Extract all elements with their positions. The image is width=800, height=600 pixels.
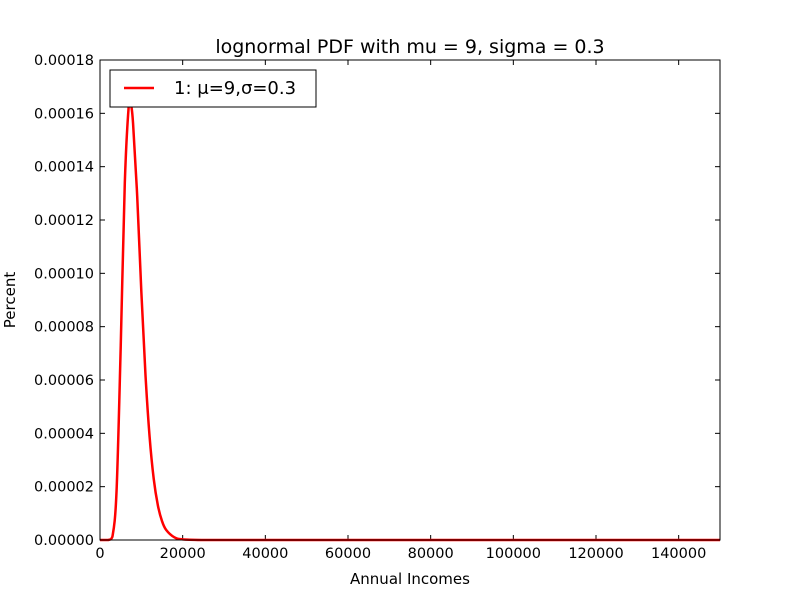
y-tick-label: 0.00006 [34,373,94,389]
y-axis-ticks: 0.00000 0.00002 0.00004 0.00006 0.00008 0.000… [34,53,720,549]
y-tick-label: 0.00008 [34,320,94,336]
x-tick-label: 80000 [408,546,454,562]
x-tick-label: 100000 [486,546,541,562]
x-tick-label: 120000 [568,546,623,562]
x-tick-label: 140000 [651,546,706,562]
x-tick-label: 60000 [325,546,371,562]
y-axis-title: Percent [1,272,19,329]
x-tick-label: 0 [95,546,104,562]
x-axis-ticks: 0 20000 40000 60000 80000 100000 120000 140000 [95,60,706,562]
series-layer [99,96,720,542]
y-tick-label: 0.00000 [34,533,94,549]
legend-label: 1: μ=9,σ=0.3 [174,78,296,99]
y-tick-label: 0.00010 [34,266,94,282]
y-tick-label: 0.00012 [34,213,94,229]
y-tick-label: 0.00002 [34,480,94,496]
y-tick-label: 0.00004 [34,426,94,442]
y-tick-label: 0.00018 [34,53,94,69]
x-tick-label: 20000 [160,546,206,562]
y-tick-label: 0.00014 [34,160,94,176]
legend: 1: μ=9,σ=0.3 [109,69,317,108]
chart-title: lognormal PDF with mu = 9, sigma = 0.3 [215,36,604,58]
series-line [99,96,720,542]
plot-frame [99,59,721,541]
x-axis-title: Annual Incomes [350,570,470,588]
y-tick-label: 0.00016 [34,106,94,122]
x-tick-label: 40000 [242,546,288,562]
